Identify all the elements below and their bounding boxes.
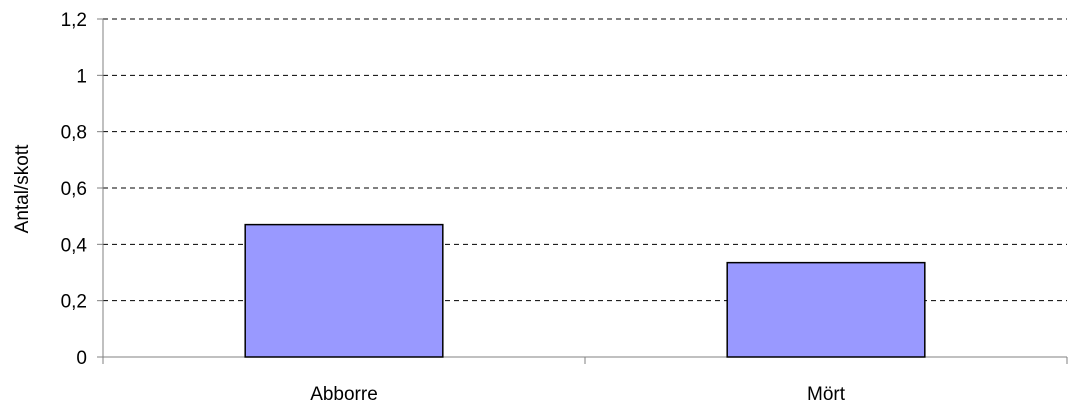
x-tick-label-1: Mört [807,384,846,405]
y-tick-label-2: 0,4 [61,235,88,256]
y-tick-labels: 0 0,2 0,4 0,6 0,8 1 1,2 [61,10,88,369]
x-tick-labels: Abborre Mört [310,384,846,405]
y-tick-label-3: 0,6 [61,179,87,200]
bar-abborre [244,223,444,358]
y-tick-label-1: 0,2 [61,292,87,313]
y-tick-label-5: 1 [76,66,87,87]
x-tick-label-0: Abborre [310,384,378,405]
y-tick-label-6: 1,2 [61,10,87,31]
y-tick-label-0: 0 [76,348,87,369]
y-tick-label-4: 0,8 [61,123,87,144]
y-axis-title: Antal/skott [12,144,33,233]
bar-mört [726,261,926,358]
bars [244,223,926,358]
